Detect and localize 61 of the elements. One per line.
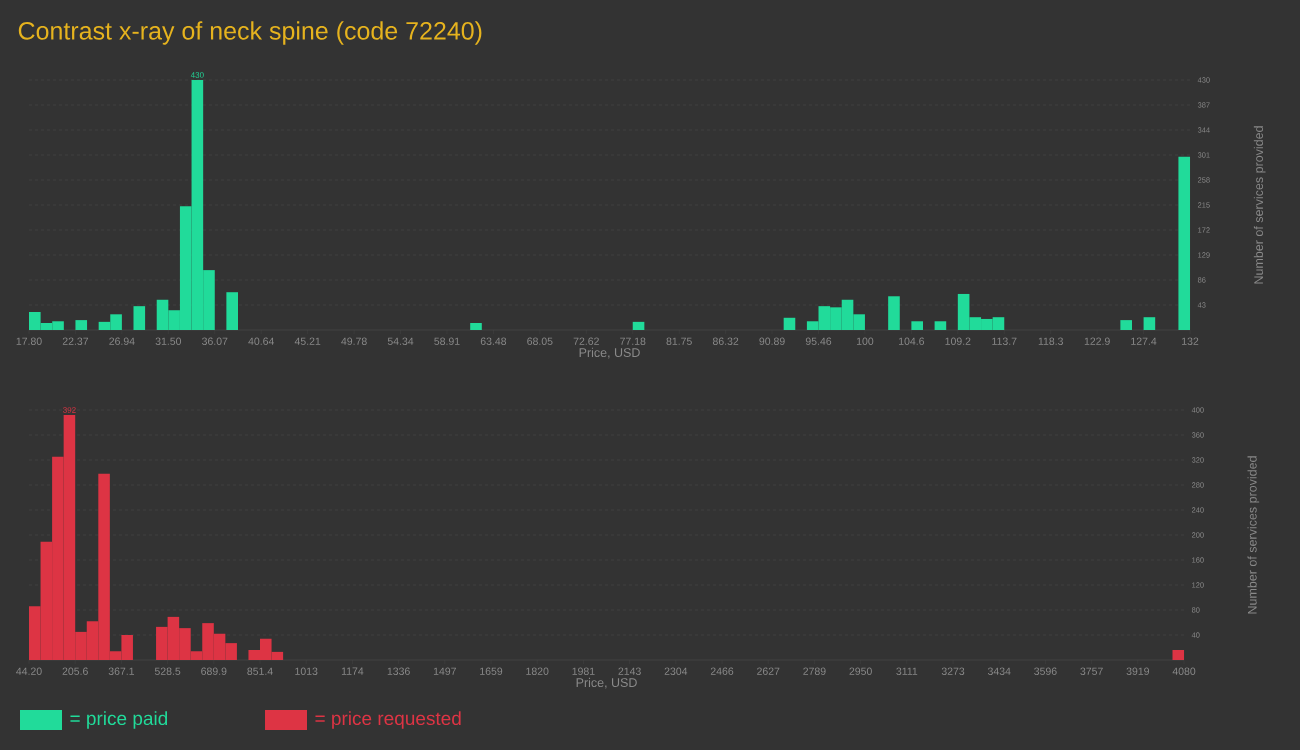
x-tick-label: 77.18 <box>620 337 646 345</box>
legend-label: = price paid <box>70 711 168 729</box>
x-tick-label: 86.32 <box>712 337 739 345</box>
x-axis-title: Price, USD <box>576 677 637 689</box>
x-tick-label: 31.50 <box>155 337 182 345</box>
x-tick-label: 36.07 <box>202 337 228 345</box>
x-axis-title: Price, USD <box>579 347 640 359</box>
x-tick-label: 1174 <box>341 667 364 675</box>
x-tick-label: 45.21 <box>294 337 321 345</box>
x-tick-label: 1497 <box>433 667 456 675</box>
x-tick-label: 4080 <box>1172 667 1196 675</box>
x-tick-label: 81.75 <box>666 337 692 345</box>
data-label: 430 <box>190 72 204 78</box>
x-tick-label: 109.2 <box>945 337 971 345</box>
x-tick-label: 367.1 <box>108 667 135 675</box>
x-tick-label: 851.4 <box>247 667 273 675</box>
x-tick-label: 100 <box>856 337 874 345</box>
x-tick-label: 49.78 <box>341 337 367 345</box>
x-tick-label: 205.6 <box>62 667 88 675</box>
x-tick-label: 22.37 <box>62 337 89 345</box>
x-tick-label: 2950 <box>849 667 872 675</box>
x-tick-label: 3273 <box>941 667 965 675</box>
x-tick-label: 1013 <box>295 667 318 675</box>
x-tick-label: 689.9 <box>201 667 227 675</box>
x-tick-label: 95.46 <box>805 337 832 345</box>
x-tick-label: 2789 <box>803 667 826 675</box>
x-tick-label: 3111 <box>896 667 918 675</box>
x-tick-label: 127.4 <box>1131 337 1157 345</box>
x-tick-label: 68.05 <box>527 337 553 345</box>
x-tick-label: 528.5 <box>154 667 181 675</box>
x-tick-label: 2627 <box>757 667 780 675</box>
y-axis-title: Number of services provided <box>1253 126 1266 284</box>
x-tick-label: 3757 <box>1080 667 1103 675</box>
x-tick-label: 3919 <box>1126 667 1149 675</box>
x-tick-label: 2466 <box>710 667 734 675</box>
legend-label: = price requested <box>315 711 461 729</box>
x-tick-label: 1336 <box>387 667 410 675</box>
x-tick-label: 2143 <box>618 667 641 675</box>
x-tick-label: 118.3 <box>1038 337 1063 345</box>
x-tick-label: 104.6 <box>899 337 925 345</box>
x-tick-label: 44.20 <box>16 667 42 675</box>
x-tick-label: 90.89 <box>759 337 785 345</box>
chart-title: Contrast x-ray of neck spine (code 72240) <box>18 21 482 45</box>
x-tick-label: 132 <box>1182 337 1199 345</box>
x-tick-label: 122.9 <box>1084 337 1110 345</box>
x-tick-label: 72.62 <box>573 337 599 345</box>
x-tick-label: 17.80 <box>16 337 42 345</box>
x-tick-label: 3434 <box>987 667 1011 675</box>
x-tick-label: 113.7 <box>992 337 1017 345</box>
x-tick-label: 1981 <box>572 667 595 675</box>
x-tick-label: 2304 <box>664 667 688 675</box>
x-tick-label: 1659 <box>480 667 503 675</box>
x-tick-label: 63.48 <box>480 337 507 345</box>
x-tick-label: 54.34 <box>387 337 414 345</box>
x-tick-label: 40.64 <box>248 337 275 345</box>
data-label: 392 <box>63 407 76 413</box>
x-tick-label: 3596 <box>1034 667 1057 675</box>
x-tick-label: 58.91 <box>434 337 460 345</box>
y-axis-title: Number of services provided <box>1247 456 1260 614</box>
x-tick-label: 1820 <box>526 667 549 675</box>
x-tick-label: 26.94 <box>109 337 135 345</box>
